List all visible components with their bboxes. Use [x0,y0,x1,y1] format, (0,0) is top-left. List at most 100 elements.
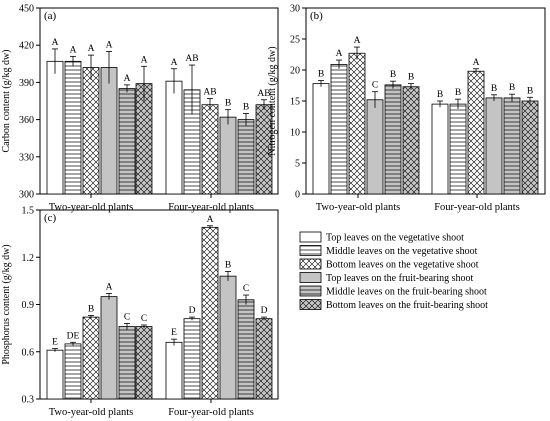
significance-letter: B [225,99,231,109]
significance-letter: A [88,44,95,54]
significance-letter: B [225,260,231,270]
x-category-label: Four-year-old plants [434,202,520,213]
significance-letter: A [473,58,480,68]
significance-letter: E [171,328,177,338]
bar [183,318,201,400]
significance-letter: A [124,74,131,84]
bar [135,326,153,400]
bar [255,318,273,400]
bar [237,119,255,195]
significance-letter: B [455,88,461,98]
y-axis-label: Carbon content (g/kg dw) [1,49,12,152]
bar [82,316,100,400]
bar [118,88,136,195]
significance-letter: DE [67,331,80,341]
panel-label: (b) [310,10,323,22]
x-category-label: Four-year-old plants [168,407,254,418]
significance-letter: D [189,306,196,316]
legend-swatch [299,299,322,310]
panel-carbon: (a) 300 330 360 390 420 450 Carbon content (g/k… [1,4,279,213]
significance-letter: C [124,312,130,322]
panel-nitrogen: (b) 0 5 10 15 20 25 30 Nitrogen content (g/kg dw… [267,4,546,213]
y-tick-label: 15 [290,97,300,108]
bar [449,103,467,195]
legend-swatch [299,272,322,283]
bar [312,83,330,195]
x-category-label: Two-year-old plants [316,202,401,213]
significance-letter: C [243,284,249,294]
legend-label: Middle leaves on the fruit-bearing shoot [326,287,487,298]
y-tick-label: 1.5 [22,206,35,217]
y-tick-label: 25 [290,35,300,46]
significance-letter: AB [203,88,216,98]
bar [503,97,521,195]
y-tick-label: 330 [19,152,34,163]
significance-letter: A [171,58,178,68]
bar [82,67,100,195]
bar [402,86,420,195]
panel-label: (a) [44,10,57,22]
bar [201,104,219,195]
bar [431,103,449,195]
legend-label: Top leaves on the fruit-bearing shoot [326,273,474,284]
bar [100,67,118,195]
bar [118,326,136,400]
legend: Top leaves on the vegetative shoot Middle… [299,231,488,311]
y-tick-label: 10 [290,128,300,139]
y-tick-label: 0.6 [22,347,35,358]
significance-letter: C [141,314,147,324]
significance-letter: B [527,86,533,96]
bar [219,275,237,400]
significance-letter: AB [185,54,198,64]
bar [165,80,183,195]
significance-letter: A [70,45,77,55]
significance-letter: A [207,215,214,225]
y-tick-label: 0.9 [22,300,35,311]
significance-letter: A [354,36,361,46]
bar [100,296,118,400]
legend-label: Top leaves on the vegetative shoot [326,233,464,244]
significance-letter: A [52,38,59,48]
legend-swatch [299,231,322,243]
significance-letter: B [491,84,497,94]
legend-swatch [299,245,322,256]
bar [467,70,485,195]
panel-label: (c) [44,212,57,224]
significance-letter: AB [257,89,270,99]
y-tick-label: 450 [19,4,34,15]
bar [348,52,366,195]
x-category-label: Two-year-old plants [49,407,134,418]
significance-letter: B [509,83,515,93]
bar [330,64,348,195]
legend-swatch [299,285,322,297]
bar [485,97,503,195]
legend-label: Middle leaves on the vegetative shoot [326,246,478,257]
bar [64,60,82,195]
significance-letter: B [390,70,396,80]
y-tick-label: 390 [19,78,34,89]
plot-frame [39,7,279,195]
legend-label: Bottom leaves on the vegetative shoot [326,260,479,271]
panel-phosphorus: (c) 0.3 0.6 0.9 1.2 1.5 Phosphorus content (g/… [1,206,279,418]
significance-letter: E [52,338,58,348]
y-tick-label: 300 [19,190,34,201]
significance-letter: A [106,282,113,292]
legend-swatch [299,258,322,270]
x-category-label: Two-year-old plants [49,202,134,213]
y-tick-label: 0 [295,190,300,201]
significance-letter: B [243,102,249,112]
significance-letter: A [141,55,148,65]
bar [165,341,183,400]
significance-letter: A [336,49,343,59]
y-axis-label: Nitrogen content (g/kg dw) [267,46,278,155]
bar [201,226,219,400]
y-tick-label: 1.2 [22,253,35,264]
significance-letter: B [408,73,414,83]
y-tick-label: 0.3 [22,395,35,406]
bar [521,100,539,195]
bar [64,343,82,400]
significance-letter: D [261,306,268,316]
y-tick-label: 30 [290,4,300,15]
bar [237,299,255,400]
